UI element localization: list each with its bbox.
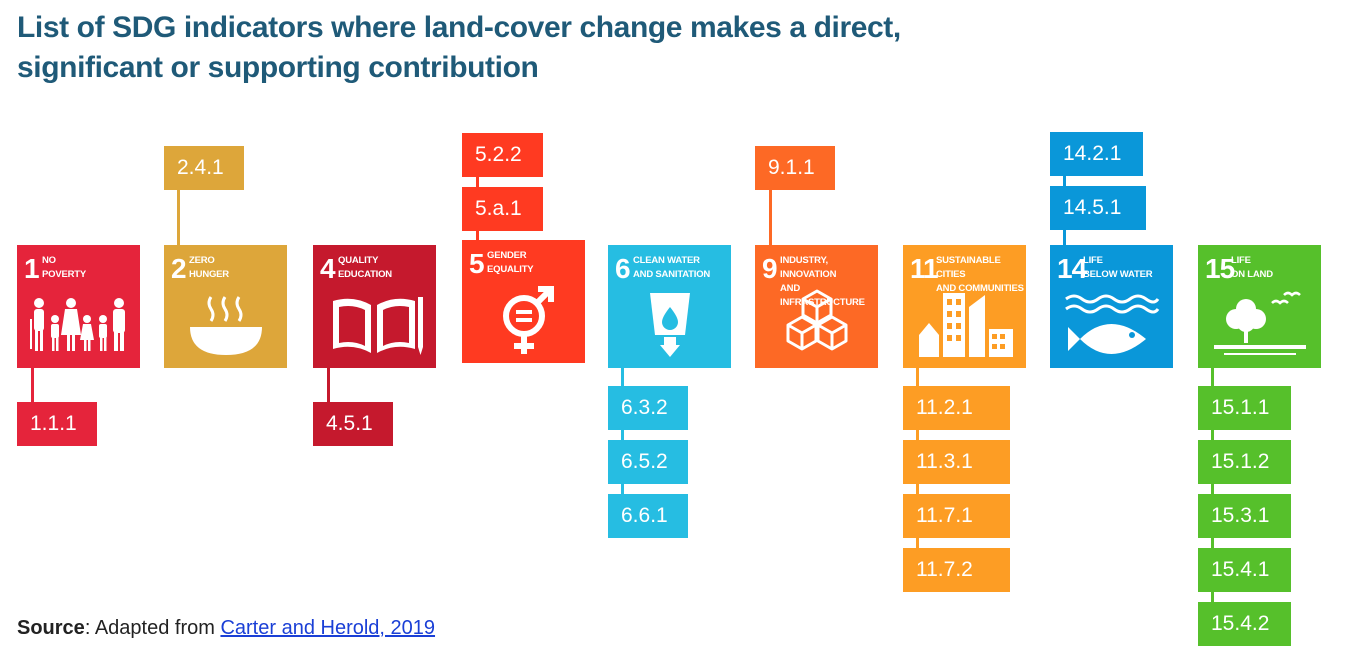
sdg-goal-4: 4 QUALITY EDUCATION [313,245,436,368]
goal-name: GENDER EQUALITY [487,250,534,275]
goal-number: 11 [910,253,939,284]
indicator-box: 15.4.1 [1198,548,1291,592]
sdg-goal-1: 1 NO POVERTY [17,245,140,368]
goal-number: 9 [762,253,778,284]
goal-name: LIFE ON LAND [1231,255,1273,280]
city-icon [915,289,1015,361]
source-note: Source: Adapted from Carter and Herold, … [17,614,435,642]
cubes-icon [767,289,867,361]
indicator-box: 11.2.1 [903,386,1010,430]
sdg-goal-9: 9 INDUSTRY, INNOVATION AND INFRASTRUCTURE [755,245,878,368]
goal-number: 15 [1205,253,1235,284]
indicator-box: 15.4.2 [1198,602,1291,646]
goal-number: 14 [1057,253,1087,284]
indicator-box: 14.5.1 [1050,186,1146,230]
indicator-box: 2.4.1 [164,146,244,190]
goal-number: 2 [171,253,187,284]
indicator-box: 15.1.1 [1198,386,1291,430]
connector-line [327,368,330,402]
bowl-icon [176,289,276,361]
indicator-box: 11.3.1 [903,440,1010,484]
goal-name: ZERO HUNGER [189,255,229,280]
connector-line [31,368,34,402]
goal-name: SUSTAINABLE CITIES AND COMMUNITIES [936,255,1024,294]
indicator-box: 15.1.2 [1198,440,1291,484]
goal-number: 6 [615,253,631,284]
indicator-box: 5.2.2 [462,133,543,177]
goal-number: 4 [320,253,336,284]
indicator-box: 1.1.1 [17,402,97,446]
indicator-box: 6.6.1 [608,494,688,538]
indicator-box: 4.5.1 [313,402,393,446]
indicator-box: 15.3.1 [1198,494,1291,538]
page-title: List of SDG indicators where land-cover … [17,11,901,84]
sdg-goal-11: 11 SUSTAINABLE CITIES AND COMMUNITIES [903,245,1026,368]
people-icon [29,289,129,361]
indicator-box: 6.5.2 [608,440,688,484]
gender-equality-icon [474,284,574,356]
connector-line [769,190,772,245]
sdg-goal-6: 6 CLEAN WATER AND SANITATION [608,245,731,368]
sdg-goal-5: 5 GENDER EQUALITY [462,240,585,363]
source-link[interactable]: Carter and Herold, 2019 [220,617,436,639]
indicator-box: 11.7.2 [903,548,1010,592]
indicator-box: 9.1.1 [755,146,835,190]
water-glass-icon [620,289,720,361]
tree-icon [1210,289,1310,361]
goal-name: CLEAN WATER AND SANITATION [633,255,711,280]
goal-number: 1 [24,253,40,284]
sdg-goal-2: 2 ZERO HUNGER [164,245,287,368]
indicator-box: 6.3.2 [608,386,688,430]
fish-icon [1062,289,1162,361]
goal-name: LIFE BELOW WATER [1083,255,1153,280]
sdg-goal-14: 14 LIFE BELOW WATER [1050,245,1173,368]
indicator-box: 14.2.1 [1050,132,1143,176]
sdg-goal-15: 15 LIFE ON LAND [1198,245,1321,368]
indicator-box: 11.7.1 [903,494,1010,538]
source-text: : Adapted from [84,617,221,639]
indicator-box: 5.a.1 [462,187,543,231]
goal-name: NO POVERTY [42,255,86,280]
connector-line [177,190,180,245]
goal-number: 5 [469,248,485,279]
book-icon [325,289,425,361]
source-label: Source [17,617,85,639]
goal-name: QUALITY EDUCATION [338,255,392,280]
